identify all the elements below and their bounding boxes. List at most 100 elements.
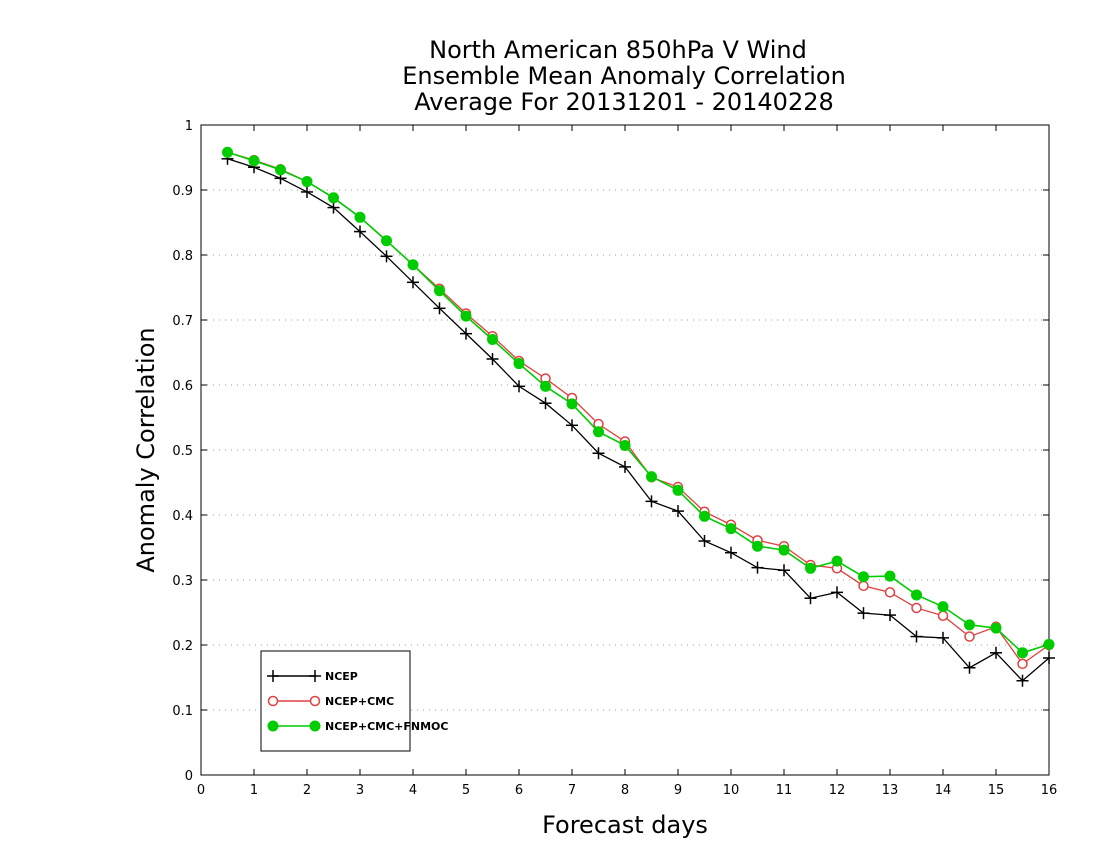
chart-subtitle-1: Ensemble Mean Anomaly Correlation bbox=[402, 62, 846, 90]
data-point bbox=[672, 505, 684, 518]
legend-marker bbox=[309, 670, 321, 682]
y-axis-label: Anomaly Correlation bbox=[132, 327, 160, 572]
data-point bbox=[857, 607, 870, 620]
data-point bbox=[487, 334, 498, 345]
x-tick-label: 13 bbox=[882, 783, 899, 798]
legend-label: NCEP bbox=[325, 670, 358, 683]
x-tick-label: 5 bbox=[462, 783, 470, 798]
y-tick-label: 0.5 bbox=[172, 444, 193, 459]
series-layer bbox=[221, 146, 1055, 687]
legend-marker bbox=[267, 670, 279, 682]
legend-item: NCEP+CMC+FNMOC bbox=[267, 720, 448, 733]
data-point bbox=[937, 631, 949, 644]
data-point bbox=[1016, 674, 1029, 687]
data-point bbox=[778, 544, 790, 556]
x-tick-label: 6 bbox=[515, 783, 523, 798]
data-point bbox=[725, 546, 737, 559]
data-point bbox=[646, 471, 657, 483]
series-line-ncep bbox=[227, 158, 1050, 682]
data-point bbox=[328, 192, 339, 204]
data-point bbox=[910, 630, 923, 643]
data-point bbox=[540, 380, 551, 392]
x-tick-label: 3 bbox=[356, 783, 364, 798]
legend: NCEP NCEP+CMC NCEP+CMC+FNMOC bbox=[260, 650, 448, 752]
data-point bbox=[645, 495, 658, 508]
data-point bbox=[619, 460, 631, 473]
data-point bbox=[937, 601, 949, 613]
legend-label: NCEP+CMC bbox=[325, 695, 394, 708]
data-point bbox=[831, 555, 843, 567]
legend-marker bbox=[309, 695, 321, 707]
x-tick-label: 0 bbox=[197, 783, 205, 798]
data-point bbox=[592, 447, 605, 460]
data-point bbox=[990, 646, 1002, 659]
data-point bbox=[566, 419, 578, 432]
data-point bbox=[1043, 638, 1055, 650]
data-point bbox=[327, 201, 340, 214]
x-tick-label: 11 bbox=[776, 783, 793, 798]
y-tick-label: 0.9 bbox=[172, 184, 193, 199]
x-tick-label: 15 bbox=[988, 783, 1005, 798]
data-point bbox=[858, 571, 869, 583]
chart-subtitle-2: Average For 20131201 - 20140228 bbox=[414, 88, 834, 116]
data-point bbox=[990, 622, 1002, 634]
data-point bbox=[725, 523, 737, 535]
data-point bbox=[911, 589, 922, 601]
data-point bbox=[486, 353, 499, 365]
y-tick-label: 0.6 bbox=[172, 379, 193, 394]
data-point bbox=[248, 155, 260, 167]
data-point bbox=[460, 327, 472, 340]
data-point bbox=[222, 146, 233, 158]
data-point bbox=[380, 250, 393, 263]
data-point bbox=[381, 235, 392, 247]
data-point bbox=[884, 609, 896, 622]
data-point bbox=[354, 211, 366, 223]
data-point bbox=[804, 592, 817, 605]
data-point bbox=[460, 310, 472, 322]
y-tick-label: 0.3 bbox=[172, 574, 193, 589]
legend-marker bbox=[309, 720, 321, 732]
data-point bbox=[275, 164, 286, 176]
y-tick-label: 0.8 bbox=[172, 249, 193, 264]
data-point bbox=[354, 225, 366, 238]
data-point bbox=[434, 285, 445, 297]
x-tick-label: 10 bbox=[723, 783, 740, 798]
y-tick-label: 0 bbox=[185, 769, 193, 784]
x-tick-label: 12 bbox=[829, 783, 846, 798]
legend-item: NCEP+CMC bbox=[267, 695, 394, 708]
data-point bbox=[301, 185, 313, 198]
data-point bbox=[805, 562, 816, 574]
data-point bbox=[699, 510, 710, 522]
data-point bbox=[751, 561, 764, 574]
data-point bbox=[433, 302, 446, 315]
data-point bbox=[513, 380, 525, 393]
data-point bbox=[831, 586, 843, 599]
legend-marker bbox=[267, 695, 279, 707]
data-point bbox=[301, 176, 313, 188]
data-point bbox=[858, 580, 869, 592]
x-tick-label: 4 bbox=[409, 783, 417, 798]
data-point bbox=[752, 540, 763, 552]
legend-marker bbox=[267, 720, 279, 732]
y-tick-label: 0.1 bbox=[172, 704, 193, 719]
y-tick-label: 0.7 bbox=[172, 314, 193, 329]
data-point bbox=[778, 564, 790, 577]
series-line-ncep-cmc bbox=[227, 151, 1050, 665]
data-point bbox=[1043, 652, 1055, 664]
data-point bbox=[911, 602, 922, 614]
legend-label: NCEP+CMC+FNMOC bbox=[325, 720, 448, 733]
x-tick-label: 8 bbox=[621, 783, 629, 798]
x-tick-label: 1 bbox=[250, 783, 258, 798]
data-point bbox=[593, 426, 604, 438]
data-point bbox=[964, 631, 975, 642]
series-line-ncep-cmc-fnmoc bbox=[227, 151, 1050, 654]
series-ncep-cmc-fnmoc bbox=[222, 146, 1055, 659]
data-point bbox=[407, 259, 419, 271]
data-point bbox=[566, 398, 578, 410]
data-point bbox=[964, 619, 975, 631]
series-ncep bbox=[221, 152, 1055, 687]
data-point bbox=[884, 587, 896, 598]
x-tick-label: 14 bbox=[935, 783, 952, 798]
legend-item: NCEP bbox=[267, 670, 358, 683]
